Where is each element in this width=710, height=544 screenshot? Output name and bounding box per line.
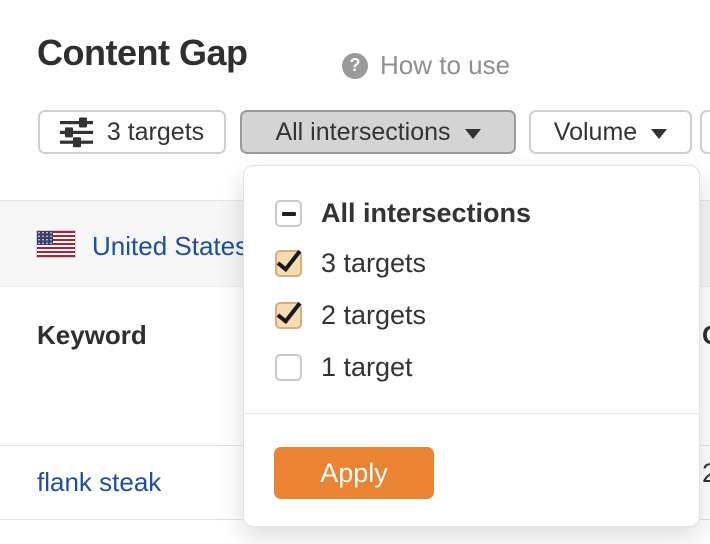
option-1-target[interactable]: 1 target [275, 352, 413, 383]
checkbox-checked-icon[interactable] [275, 244, 302, 277]
checkbox-checked-icon[interactable] [275, 296, 302, 329]
us-flag-icon [37, 231, 75, 257]
option-all-intersections[interactable]: All intersections [275, 198, 531, 229]
volume-button-label: Volume [553, 117, 638, 146]
keyword-column-header[interactable]: Keyword [37, 320, 147, 350]
keyword-link[interactable]: flank steak [37, 467, 162, 497]
panel-divider [244, 413, 699, 414]
intersections-dropdown-button[interactable]: All intersections [240, 110, 516, 154]
question-mark-icon[interactable]: ? [342, 52, 368, 79]
how-to-use-label[interactable]: How to use [380, 50, 511, 80]
intersections-button-label: All intersections [275, 117, 451, 146]
clipped-button[interactable] [700, 110, 710, 154]
checkbox-unchecked-icon[interactable] [275, 354, 302, 381]
clipped-cell-value: 2 [702, 458, 710, 488]
page-title: Content Gap [37, 32, 248, 73]
country-link[interactable]: United States [92, 231, 249, 261]
option-label: All intersections [321, 198, 532, 228]
option-3-targets[interactable]: 3 targets [275, 244, 427, 279]
volume-sort-button[interactable]: Volume [529, 110, 692, 154]
how-to-use[interactable]: ? How to use [342, 50, 510, 81]
targets-button-label: 3 targets [106, 117, 205, 146]
caret-down-icon [651, 128, 668, 139]
option-label: 2 targets [321, 300, 427, 330]
clipped-column-header: C [702, 320, 710, 351]
targets-button[interactable]: 3 targets [38, 110, 226, 154]
option-label: 3 targets [321, 248, 427, 278]
checkbox-indeterminate-icon[interactable] [275, 200, 302, 227]
sliders-icon [59, 117, 93, 147]
apply-button[interactable]: Apply [274, 447, 434, 499]
option-label: 1 target [321, 352, 413, 382]
caret-down-icon [464, 128, 481, 139]
option-2-targets[interactable]: 2 targets [275, 296, 427, 331]
intersections-dropdown-panel: All intersections 3 targets 2 targets 1 … [243, 165, 700, 527]
